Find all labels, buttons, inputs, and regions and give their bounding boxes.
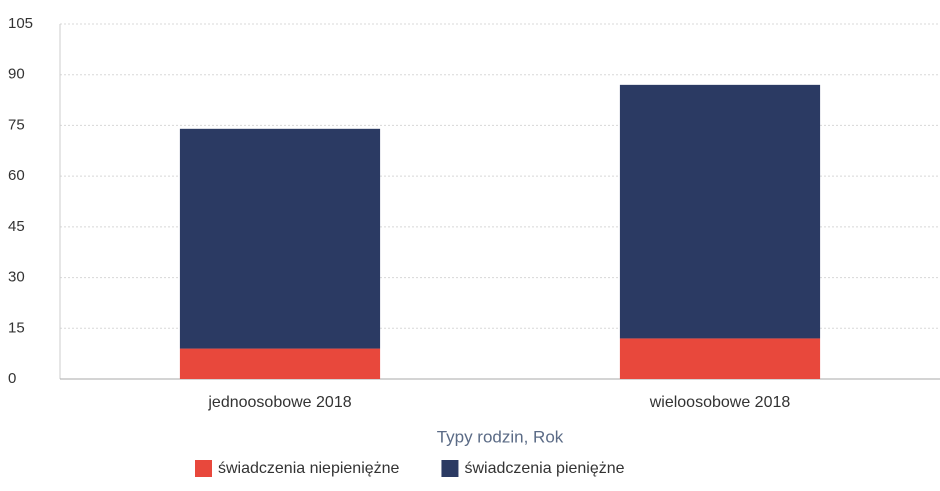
bar-segment [619,84,821,339]
bar-segment [179,128,381,349]
legend-label: świadczenia pieniężne [464,460,624,477]
bar-segment [179,348,381,379]
y-tick-label: 75 [8,116,25,133]
legend-swatch [441,460,459,477]
y-tick-label: 60 [8,167,25,184]
y-tick-label: 90 [8,66,25,83]
y-tick-label: 0 [8,370,16,387]
x-tick-label: jednoosobowe 2018 [207,394,351,411]
bar-segment [619,338,821,379]
y-tick-label: 30 [8,269,25,286]
x-tick-label: wieloosobowe 2018 [649,394,791,411]
x-axis-label: Typy rodzin, Rok [437,427,564,446]
y-tick-label: 15 [8,319,25,336]
legend-label: świadczenia niepieniężne [218,460,400,477]
y-tick-label: 45 [8,218,25,235]
legend-swatch [195,460,212,477]
y-tick-label: 105 [8,15,33,32]
